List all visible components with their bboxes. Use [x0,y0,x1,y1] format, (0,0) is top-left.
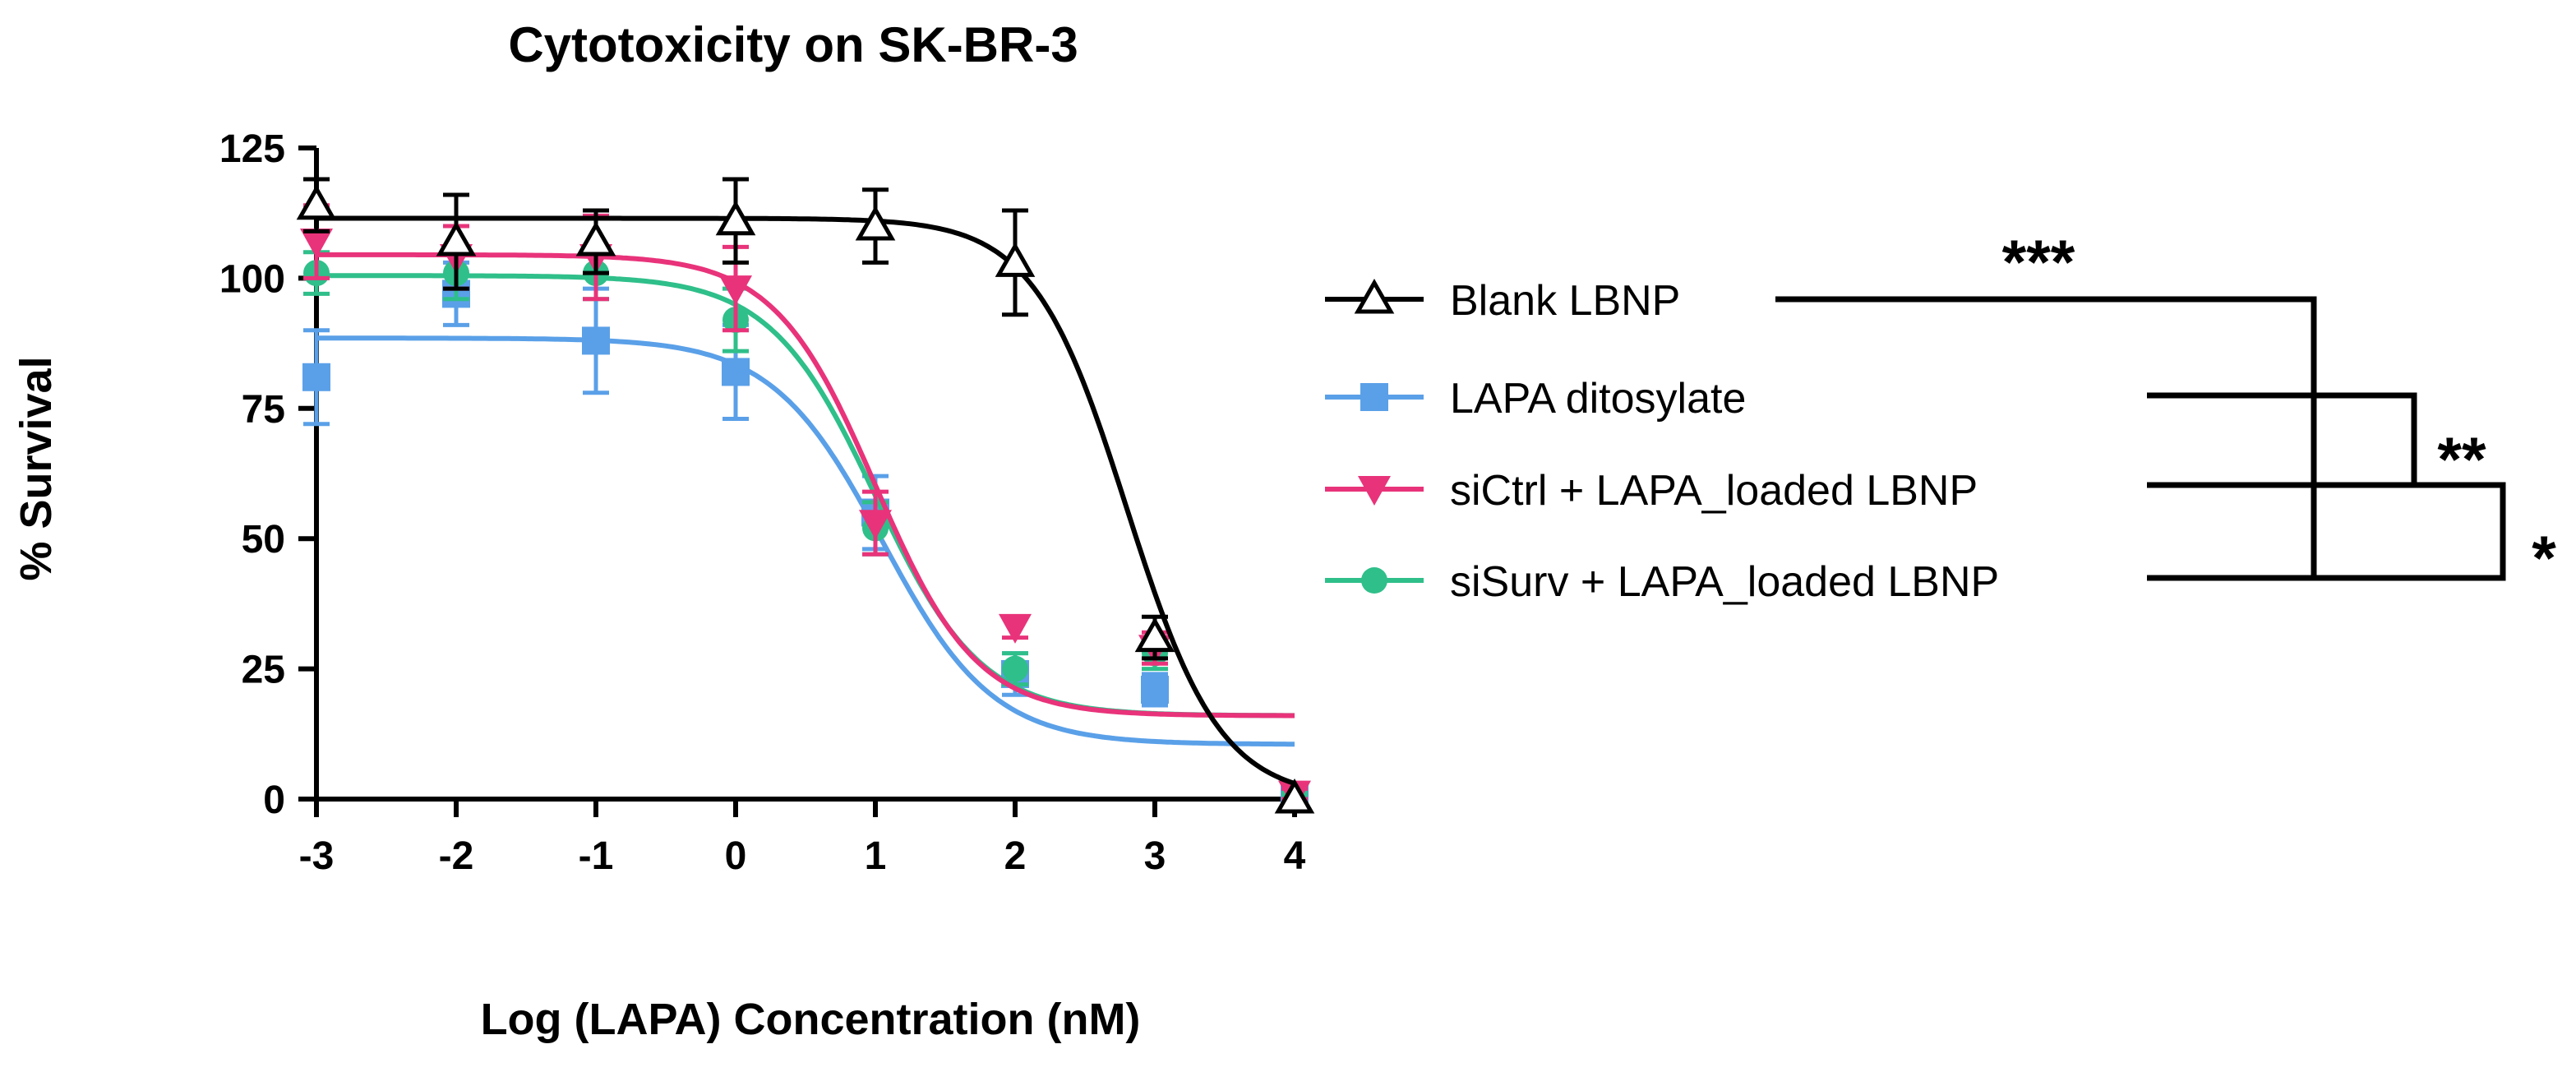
data-point [1358,476,1391,506]
data-point [296,184,337,220]
data-point [715,200,756,236]
legend-item: siCtrl + LAPA_loaded LBNP [1325,467,1978,515]
bracket-blank-vs-others [1775,296,2317,578]
x-axis-title: Log (LAPA) Concentration (nM) [481,995,1141,1044]
data-point [859,510,892,540]
data-point [300,229,333,259]
y-tick-label: 125 [219,127,285,171]
plot-area: -3 -2 -1 0 1 2 3 4 0 25 50 75 100 125 [219,127,1315,878]
series-3 [303,244,1308,807]
legend-marker [1325,476,1424,506]
data-point [582,326,610,355]
data-point [575,221,616,256]
y-axis-title: % Survival [12,356,61,580]
series-0 [296,177,1315,814]
data-point [999,613,1032,644]
y-tick-label: 50 [242,518,285,561]
y-tick-label: 25 [242,649,285,692]
data-point [719,275,752,306]
data-point [302,363,330,391]
x-tick-label: 3 [1144,834,1166,878]
legend: Blank LBNP LAPA ditosylate siCtrl + LAPA… [1325,277,1999,606]
data-point [1360,383,1388,411]
x-tick-label: -2 [439,834,474,878]
bracket-sictrl-vs-sisurv [2147,482,2506,581]
significance-label: *** [2002,228,2075,298]
bracket-lapa-vs-sictrl [2147,392,2417,485]
x-tick-label: 4 [1284,834,1306,878]
significance-brackets: *** ** * [1775,228,2556,594]
legend-label: siCtrl + LAPA_loaded LBNP [1450,467,1978,515]
legend-item: siSurv + LAPA_loaded LBNP [1325,558,1999,606]
legend-marker [1325,567,1424,594]
fit-curve [316,215,1295,786]
legend-item: Blank LBNP [1325,277,1680,325]
chart-title: Cytotoxicity on SK-BR-3 [508,17,1078,72]
legend-label: LAPA ditosylate [1450,375,1746,423]
data-point [722,358,750,386]
legend-label: Blank LBNP [1450,277,1680,325]
data-point [1354,278,1395,314]
legend-marker [1325,278,1424,314]
y-tick-label: 75 [242,388,285,432]
data-point [1141,675,1169,704]
x-tick-label: 1 [865,834,887,878]
x-tick-label: -3 [299,834,335,878]
data-point [1134,617,1175,653]
fit-curve [316,335,1295,747]
data-point [436,221,477,256]
legend-marker [1325,383,1424,411]
data-point [855,206,896,241]
legend-label: siSurv + LAPA_loaded LBNP [1450,558,1999,606]
fit-curve [316,252,1295,719]
significance-label: ** [2437,425,2486,495]
data-point [1274,778,1315,814]
data-point [995,242,1036,277]
x-tick-label: 2 [1004,834,1027,878]
data-point [1002,655,1028,682]
x-tick-label: -1 [579,834,614,878]
y-tick-label: 100 [219,257,285,301]
significance-label: * [2532,524,2556,594]
legend-item: LAPA ditosylate [1325,375,1746,423]
x-tick-label: 0 [725,834,747,878]
y-tick-label: 0 [263,779,285,822]
data-point [1361,567,1387,594]
